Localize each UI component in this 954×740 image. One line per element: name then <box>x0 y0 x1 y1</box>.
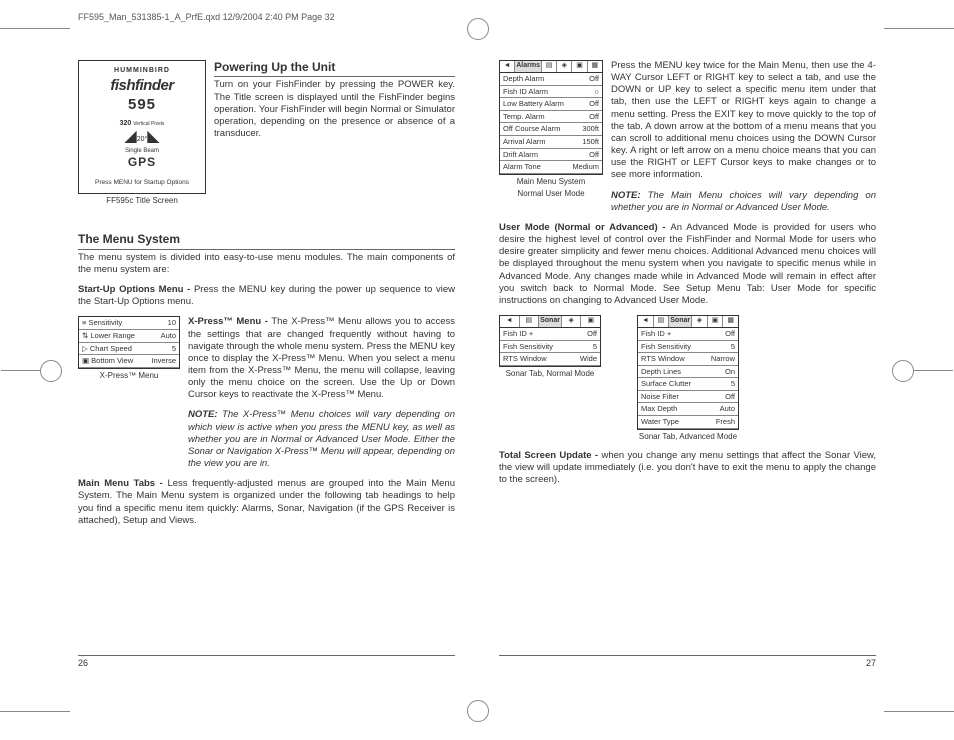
sonar-adv-caption: Sonar Tab, Advanced Mode <box>637 432 739 442</box>
table-row: Water TypeFresh <box>638 416 738 429</box>
xpress-caption: X-Press™ Menu <box>78 371 180 381</box>
main-menu-table: Depth AlarmOffFish ID Alarm○Low Battery … <box>500 73 602 174</box>
spread: HUMMINBIRD fishfinder 595 320 Vertical P… <box>78 60 876 670</box>
gps-label: GPS <box>83 155 201 170</box>
table-row: Off Course Alarm300ft <box>500 123 602 136</box>
table-row: Arrival Alarm150ft <box>500 135 602 148</box>
main-menu-figure: ◄Alarms▤◈▣▦ Depth AlarmOffFish ID Alarm○… <box>499 60 603 222</box>
title-screen-box: HUMMINBIRD fishfinder 595 320 Vertical P… <box>78 60 206 194</box>
table-row: RTS WindowWide <box>500 353 600 366</box>
main-menu-caption1: Main Menu System <box>499 177 603 187</box>
xpress-note: NOTE: The X-Press™ Menu choices will var… <box>188 409 455 470</box>
table-row: Fish ID Alarm○ <box>500 85 602 98</box>
total-screen-text: Total Screen Update - when you change an… <box>499 450 876 486</box>
table-row: ≡ Sensitivity10 <box>79 317 179 329</box>
menu-system-p2: Start-Up Options Menu - Press the MENU k… <box>78 284 455 308</box>
table-row: ⇅ Lower RangeAuto <box>79 329 179 342</box>
crop-mark-left <box>40 360 62 382</box>
table-row: Surface Clutter5 <box>638 378 738 391</box>
title-screen-figure: HUMMINBIRD fishfinder 595 320 Vertical P… <box>78 60 206 206</box>
powering-up-text: Turn on your FishFinder by pressing the … <box>214 79 455 140</box>
startup-hint: Press MENU for Startup Options <box>83 179 201 187</box>
table-row: Noise FilterOff <box>638 390 738 403</box>
sonar-adv-figure: ◄▤Sonar◈▣▦ Fish ID +OffFish Sensitivity5… <box>637 315 739 442</box>
table-row: Alarm ToneMedium <box>500 161 602 174</box>
page-number-right: 27 <box>499 655 876 670</box>
crop-mark-top <box>0 18 954 38</box>
main-menu-tabs: ◄Alarms▤◈▣▦ <box>500 61 602 73</box>
sonar-adv-box: ◄▤Sonar◈▣▦ Fish ID +OffFish Sensitivity5… <box>637 315 739 430</box>
right-page: ◄Alarms▤◈▣▦ Depth AlarmOffFish ID Alarm○… <box>477 60 876 670</box>
brand-line3: 595 <box>83 95 201 114</box>
left-page: HUMMINBIRD fishfinder 595 320 Vertical P… <box>78 60 477 670</box>
table-row: Fish ID +Off <box>638 328 738 340</box>
table-row: Low Battery AlarmOff <box>500 98 602 111</box>
brand-line2: fishfinder <box>83 76 201 95</box>
table-row: Drift AlarmOff <box>500 148 602 161</box>
table-row: ▣ Bottom ViewInverse <box>79 355 179 368</box>
crop-mark-right <box>892 360 914 382</box>
table-row: Fish ID +Off <box>500 328 600 340</box>
heading-powering-up: Powering Up the Unit <box>214 60 455 77</box>
table-row: RTS WindowNarrow <box>638 353 738 366</box>
table-row: Fish Sensitivity5 <box>500 340 600 353</box>
table-row: Max DepthAuto <box>638 403 738 416</box>
table-row: Fish Sensitivity5 <box>638 340 738 353</box>
table-row: Depth AlarmOff <box>500 73 602 85</box>
table-row: Depth LinesOn <box>638 365 738 378</box>
beam-icon: ◢20°◣ <box>83 127 201 147</box>
crop-mark-bottom <box>0 702 954 722</box>
page: FF595_Man_531385-1_A_PrfE.qxd 12/9/2004 … <box>0 0 954 740</box>
xpress-table: ≡ Sensitivity10⇅ Lower RangeAuto▷ Chart … <box>79 317 179 367</box>
xpress-figure: ≡ Sensitivity10⇅ Lower RangeAuto▷ Chart … <box>78 316 180 478</box>
heading-menu-system: The Menu System <box>78 232 455 249</box>
sonar-normal-tabs: ◄▤Sonar◈▣ <box>500 316 600 328</box>
xpress-text: X-Press™ Menu - The X-Press™ Menu allows… <box>188 316 455 401</box>
right-note1: NOTE: The Main Menu choices will vary de… <box>611 190 876 214</box>
title-screen-caption: FF595c Title Screen <box>78 196 206 206</box>
sonar-normal-figure: ◄▤Sonar◈▣ Fish ID +OffFish Sensitivity5R… <box>499 315 601 442</box>
table-row: ▷ Chart Speed5 <box>79 342 179 355</box>
brand-line1: HUMMINBIRD <box>83 67 201 76</box>
page-number-left: 26 <box>78 655 455 670</box>
menu-system-p1: The menu system is divided into easy-to-… <box>78 252 455 276</box>
sonar-normal-box: ◄▤Sonar◈▣ Fish ID +OffFish Sensitivity5R… <box>499 315 601 367</box>
right-p1: Press the MENU key twice for the Main Me… <box>611 60 876 182</box>
table-row: Temp. AlarmOff <box>500 110 602 123</box>
xpress-menu-box: ≡ Sensitivity10⇅ Lower RangeAuto▷ Chart … <box>78 316 180 368</box>
main-menu-caption2: Normal User Mode <box>499 189 603 199</box>
main-menu-box: ◄Alarms▤◈▣▦ Depth AlarmOffFish ID Alarm○… <box>499 60 603 175</box>
sonar-adv-tabs: ◄▤Sonar◈▣▦ <box>638 316 738 328</box>
user-mode-text: User Mode (Normal or Advanced) - An Adva… <box>499 222 876 307</box>
sonar-normal-caption: Sonar Tab, Normal Mode <box>499 369 601 379</box>
main-menu-tabs-text: Main Menu Tabs - Less frequently-adjuste… <box>78 478 455 527</box>
